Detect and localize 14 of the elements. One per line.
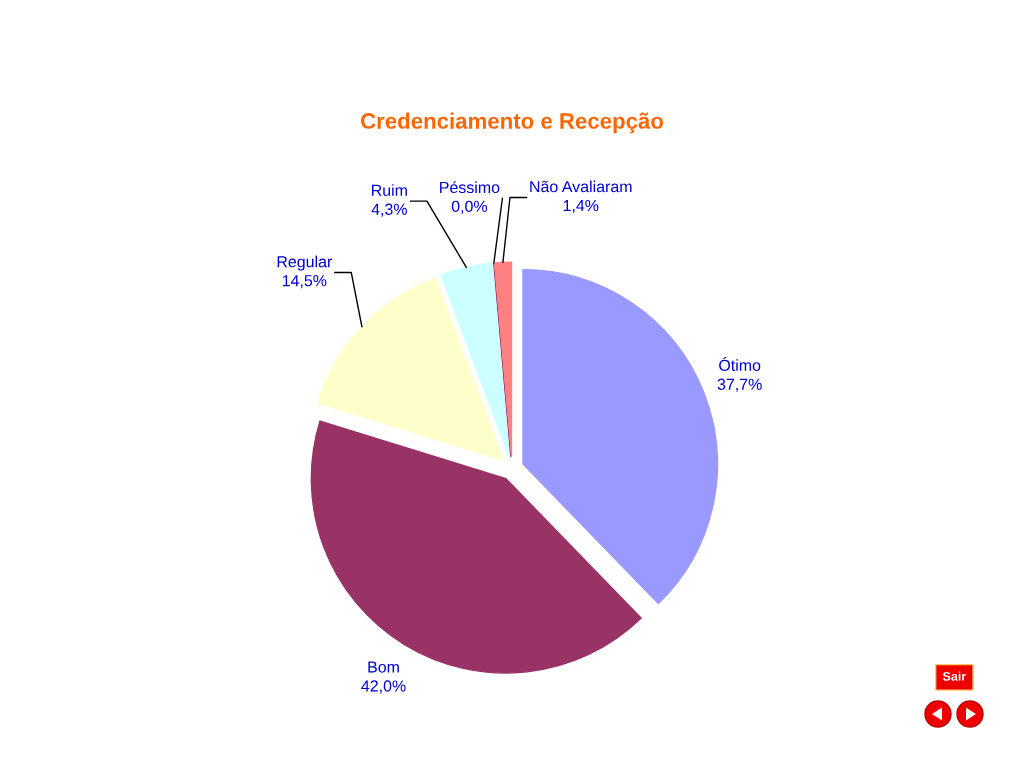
data-label: 42,0% [361,680,406,694]
text: 0,0% [451,200,488,214]
data-label: 14,5% [282,275,327,289]
slice-label: Regular [277,255,333,271]
text: Sair [942,671,966,681]
slice-label: Ruim [372,184,407,196]
data-label: 37,7% [717,378,762,392]
data-label: 1,4% [563,199,599,214]
slice-label: Ótimo [719,356,761,371]
slice-label: Não Avaliaram [530,180,632,193]
data-label: 4,3% [371,203,407,217]
slice-label: Bom [368,661,399,673]
category-label: Péssimo [440,181,500,194]
chart-title: Credenciamento e Recepção [361,112,664,134]
